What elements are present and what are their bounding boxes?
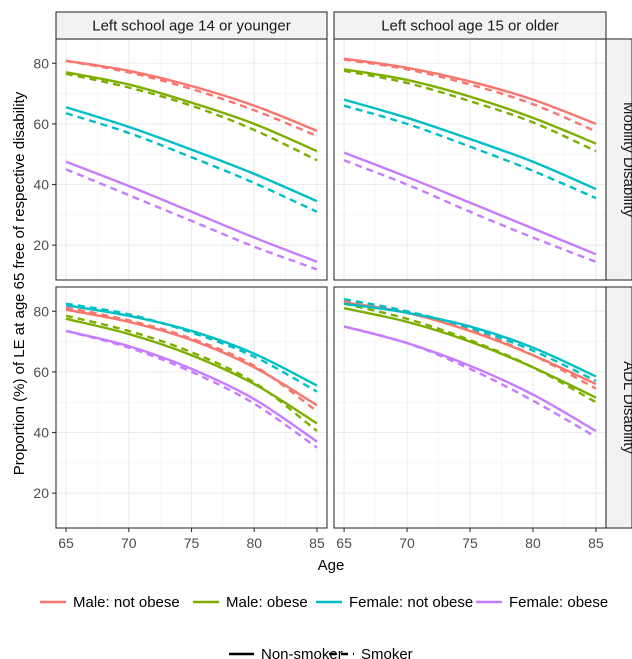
x-tick-label: 70 (121, 535, 137, 551)
series-line-male-not-obese-smoker (343, 299, 597, 390)
row-strip (605, 286, 632, 529)
y-axis-title: Proportion (%) of LE at age 65 free of r… (11, 91, 28, 475)
series-line-male-not-obese-non-smoker (65, 308, 318, 407)
series-line-female-obese-non-smoker (343, 325, 597, 433)
legend-label: Male: not obese (73, 594, 180, 611)
panels (55, 38, 607, 529)
series-line-female-not-obese-non-smoker (343, 98, 597, 191)
axes: 20 40 60 80 20 40 60 80 65 70 75 80 85 65 70 75 80 85 (33, 55, 604, 551)
y-tick-label: 40 (33, 425, 49, 441)
x-tick-label: 65 (336, 535, 352, 551)
legend-label: Non-smoker (261, 646, 343, 659)
series-line-male-not-obese-smoker (65, 59, 318, 138)
panel-2 (333, 38, 607, 281)
series-line-female-not-obese-non-smoker (343, 302, 597, 378)
series-line-female-not-obese-smoker (343, 297, 597, 383)
y-tick-label: 80 (33, 303, 49, 319)
x-tick-label: 75 (184, 535, 200, 551)
row-strip-label: Mobility Disability (620, 102, 632, 218)
series-line-female-obese-non-smoker (343, 151, 597, 256)
series-line-male-not-obese-non-smoker (343, 57, 597, 125)
series-line-female-not-obese-non-smoker (65, 304, 318, 387)
x-tick-label: 85 (588, 535, 604, 551)
series-line-female-obese-smoker (343, 325, 597, 439)
y-tick-label: 60 (33, 116, 49, 132)
series-line-female-obese-non-smoker (65, 160, 318, 263)
row-strip (605, 38, 632, 281)
column-strip-label: Left school age 15 or older (381, 18, 559, 35)
x-tick-label: 75 (462, 535, 478, 551)
panel-3 (55, 286, 328, 529)
y-tick-label: 20 (33, 485, 49, 501)
column-strip-label: Left school age 14 or younger (92, 18, 290, 35)
series-line-female-obese-smoker (343, 159, 597, 263)
series-line-male-not-obese-smoker (343, 58, 597, 133)
x-tick-label: 80 (246, 535, 262, 551)
series-line-female-not-obese-smoker (65, 112, 318, 213)
y-tick-label: 20 (33, 237, 49, 253)
legend-label: Female: not obese (349, 594, 473, 611)
facet-strips: Left school age 14 or younger Left school… (55, 11, 632, 529)
row-strip-label: ADL Disability (620, 361, 632, 454)
legend-item: Male: not obese (40, 594, 180, 611)
series-line-male-obese-smoker (343, 69, 597, 153)
legend-item: Non-smoker (229, 646, 343, 659)
series-line-female-obese-smoker (65, 168, 318, 271)
panel-1 (55, 38, 328, 281)
x-tick-label: 65 (58, 535, 74, 551)
x-tick-label: 70 (399, 535, 415, 551)
series-line-male-obese-non-smoker (65, 317, 318, 425)
x-tick-label: 80 (525, 535, 541, 551)
x-tick-label: 85 (309, 535, 325, 551)
series-line-female-obese-non-smoker (65, 329, 318, 443)
column-strip (55, 11, 328, 40)
series-line-male-not-obese-non-smoker (65, 59, 318, 132)
legend-item: Male: obese (193, 594, 308, 611)
panel-4 (333, 286, 607, 529)
series-line-female-not-obese-smoker (65, 302, 318, 393)
legend-item: Female: obese (476, 594, 608, 611)
column-strip (333, 11, 607, 40)
y-tick-label: 60 (33, 364, 49, 380)
series-line-male-obese-non-smoker (65, 71, 318, 153)
series-line-female-not-obese-smoker (343, 104, 597, 200)
y-tick-label: 80 (33, 55, 49, 71)
legend: Male: not obese Male: obese Female: not ob… (40, 594, 608, 659)
series-line-male-obese-smoker (65, 72, 318, 162)
series-line-male-not-obese-smoker (65, 306, 318, 413)
y-tick-label: 40 (33, 177, 49, 193)
series-line-male-obese-non-smoker (343, 68, 597, 145)
legend-label: Male: obese (226, 594, 308, 611)
legend-label: Smoker (361, 646, 413, 659)
series-line-female-obese-smoker (65, 329, 318, 449)
x-axis-title: Age (318, 557, 345, 574)
legend-label: Female: obese (509, 594, 608, 611)
series-line-female-not-obese-non-smoker (65, 106, 318, 203)
legend-item: Female: not obese (316, 594, 473, 611)
legend-item: Smoker (329, 646, 413, 659)
